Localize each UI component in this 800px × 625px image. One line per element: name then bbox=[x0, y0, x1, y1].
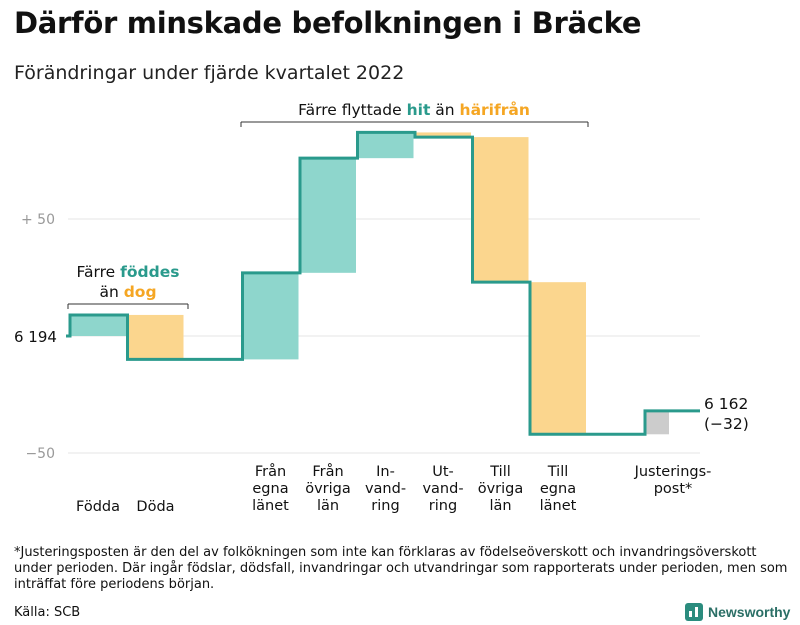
x-category-label: Justerings- bbox=[634, 464, 712, 480]
bar-decrease bbox=[472, 137, 529, 283]
x-category-label: län bbox=[489, 498, 511, 514]
chart-title: Därför minskade befolkningen i Bräcke bbox=[14, 6, 642, 40]
x-category-label: Till bbox=[489, 464, 511, 480]
x-category-label: länet bbox=[540, 498, 577, 514]
footnote: *Justeringsposten är den del av folkökni… bbox=[14, 545, 788, 592]
x-category-label: länet bbox=[252, 498, 289, 514]
x-category-label: Från bbox=[255, 463, 286, 480]
x-category-label: egna bbox=[252, 481, 288, 497]
x-category-label: In- bbox=[376, 464, 395, 480]
bar-increase bbox=[357, 132, 414, 159]
end-value-label: 6 162 bbox=[704, 395, 748, 413]
x-category-label: län bbox=[317, 498, 339, 514]
x-category-label: Födda bbox=[76, 499, 120, 515]
cumulative-step-line bbox=[66, 130, 700, 436]
bar-increase bbox=[242, 272, 299, 360]
brand-logo: Newsworthy bbox=[685, 603, 790, 621]
x-category-label: Till bbox=[547, 464, 569, 480]
bar-decrease bbox=[530, 282, 586, 435]
x-category-label: vand- bbox=[422, 481, 463, 497]
source-label: Källa: SCB bbox=[14, 605, 81, 620]
y-tick-label: + 50 bbox=[21, 212, 55, 228]
brand-name: Newsworthy bbox=[708, 604, 791, 620]
x-category-label: post* bbox=[654, 481, 693, 497]
bar-adjustment bbox=[645, 410, 669, 435]
x-category-label: Ut- bbox=[432, 464, 454, 480]
x-category-label: Döda bbox=[136, 499, 174, 515]
y-tick-label: −50 bbox=[25, 446, 55, 462]
bar-increase bbox=[300, 158, 356, 273]
annotation-births-line2: än dog bbox=[99, 283, 156, 301]
annotation-migration: Färre flyttade hit än härifrån bbox=[298, 100, 530, 119]
chart-subtitle: Förändringar under fjärde kvartalet 2022 bbox=[14, 62, 405, 84]
x-category-label: Från bbox=[312, 463, 343, 480]
bar-increase bbox=[70, 314, 126, 336]
x-category-label: egna bbox=[540, 481, 576, 497]
x-category-label: övriga bbox=[478, 481, 524, 497]
newsworthy-logo-icon bbox=[685, 603, 703, 621]
x-category-label: ring bbox=[429, 498, 457, 514]
x-category-label: ring bbox=[371, 498, 399, 514]
start-value-label: 6 194 bbox=[14, 328, 57, 346]
annotation-births-line1: Färre föddes bbox=[77, 263, 180, 281]
x-category-label: övriga bbox=[305, 481, 351, 497]
bar-decrease bbox=[415, 132, 471, 138]
bar-decrease bbox=[127, 314, 184, 360]
x-category-label: vand- bbox=[365, 481, 406, 497]
net-change-label: (−32) bbox=[704, 415, 749, 433]
